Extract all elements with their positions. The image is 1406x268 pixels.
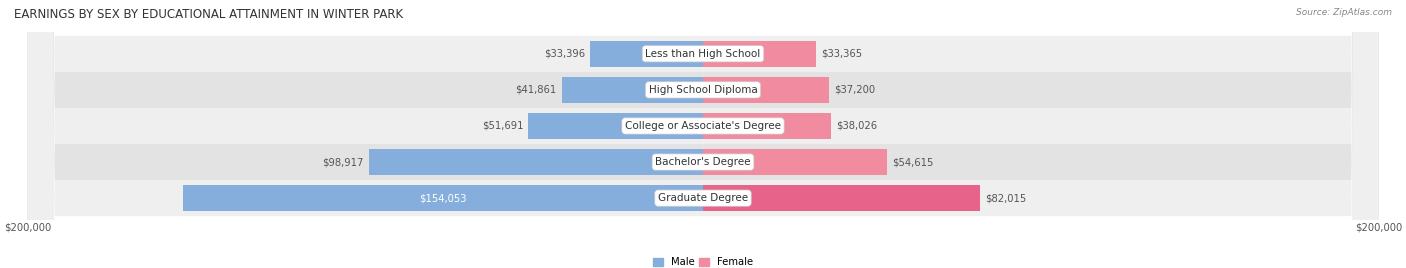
- Text: College or Associate's Degree: College or Associate's Degree: [626, 121, 780, 131]
- Text: $54,615: $54,615: [893, 157, 934, 167]
- Text: $98,917: $98,917: [322, 157, 364, 167]
- Bar: [368, 149, 703, 175]
- Bar: [183, 185, 703, 211]
- Text: $51,691: $51,691: [482, 121, 523, 131]
- FancyBboxPatch shape: [28, 0, 1378, 268]
- Bar: [529, 113, 703, 139]
- Text: Source: ZipAtlas.com: Source: ZipAtlas.com: [1296, 8, 1392, 17]
- Text: Graduate Degree: Graduate Degree: [658, 193, 748, 203]
- FancyBboxPatch shape: [28, 0, 1378, 268]
- FancyBboxPatch shape: [28, 0, 1378, 268]
- Text: $33,396: $33,396: [544, 49, 585, 59]
- Bar: [591, 41, 703, 67]
- Text: Bachelor's Degree: Bachelor's Degree: [655, 157, 751, 167]
- Text: $41,861: $41,861: [516, 85, 557, 95]
- Text: $82,015: $82,015: [986, 193, 1026, 203]
- Text: High School Diploma: High School Diploma: [648, 85, 758, 95]
- Text: Less than High School: Less than High School: [645, 49, 761, 59]
- FancyBboxPatch shape: [28, 0, 1378, 268]
- Text: $154,053: $154,053: [419, 193, 467, 203]
- Text: EARNINGS BY SEX BY EDUCATIONAL ATTAINMENT IN WINTER PARK: EARNINGS BY SEX BY EDUCATIONAL ATTAINMEN…: [14, 8, 404, 21]
- Text: $38,026: $38,026: [837, 121, 877, 131]
- Bar: [703, 77, 828, 103]
- Bar: [561, 77, 703, 103]
- Bar: [703, 149, 887, 175]
- Legend: Male, Female: Male, Female: [652, 257, 754, 267]
- Bar: [703, 113, 831, 139]
- FancyBboxPatch shape: [28, 0, 1378, 268]
- Bar: [703, 185, 980, 211]
- Bar: [703, 41, 815, 67]
- Text: $33,365: $33,365: [821, 49, 862, 59]
- Text: $37,200: $37,200: [834, 85, 875, 95]
